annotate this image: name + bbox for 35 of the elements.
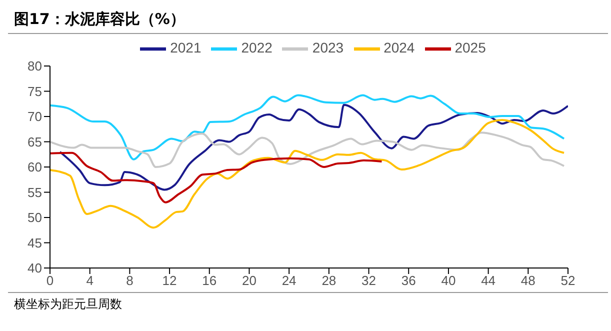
y-tick-label: 50 bbox=[28, 210, 42, 226]
x-tick-label: 0 bbox=[46, 273, 54, 288]
y-tick-label: 65 bbox=[28, 134, 42, 150]
line-series bbox=[50, 152, 383, 204]
x-tick-label: 32 bbox=[362, 273, 376, 288]
line-series bbox=[58, 104, 568, 191]
legend-label: 2025 bbox=[454, 40, 486, 56]
line-series bbox=[50, 132, 566, 168]
y-tick-label: 55 bbox=[28, 184, 42, 200]
legend-label: 2022 bbox=[241, 40, 272, 56]
y-tick-label: 40 bbox=[28, 260, 42, 276]
legend-label: 2024 bbox=[384, 40, 415, 56]
line-series bbox=[50, 119, 566, 229]
x-tick-label: 36 bbox=[401, 273, 416, 288]
x-tick-label: 52 bbox=[560, 273, 576, 288]
x-tick-label: 40 bbox=[441, 273, 456, 288]
y-tick-label: 45 bbox=[28, 235, 42, 250]
y-tick-label: 75 bbox=[28, 84, 42, 99]
line-series bbox=[50, 94, 566, 160]
x-tick-label: 12 bbox=[162, 273, 177, 288]
x-tick-label: 20 bbox=[242, 273, 256, 288]
y-tick-label: 70 bbox=[28, 109, 42, 124]
x-tick-label: 44 bbox=[481, 273, 496, 288]
legend-label: 2021 bbox=[170, 40, 202, 56]
x-tick-label: 8 bbox=[126, 273, 134, 288]
x-tick-label: 4 bbox=[86, 273, 94, 288]
chart-title: 图17：水泥库容比（%） bbox=[8, 8, 608, 34]
y-tick-label: 80 bbox=[28, 58, 42, 74]
x-tick-label: 28 bbox=[322, 273, 336, 288]
text: 横坐标为距元旦周数 bbox=[8, 292, 608, 313]
x-tick-label: 48 bbox=[520, 273, 536, 288]
x-tick-label: 24 bbox=[282, 273, 296, 288]
legend-label: 2023 bbox=[312, 40, 344, 56]
y-tick-label: 60 bbox=[28, 160, 42, 175]
x-tick-label: 16 bbox=[202, 273, 217, 288]
